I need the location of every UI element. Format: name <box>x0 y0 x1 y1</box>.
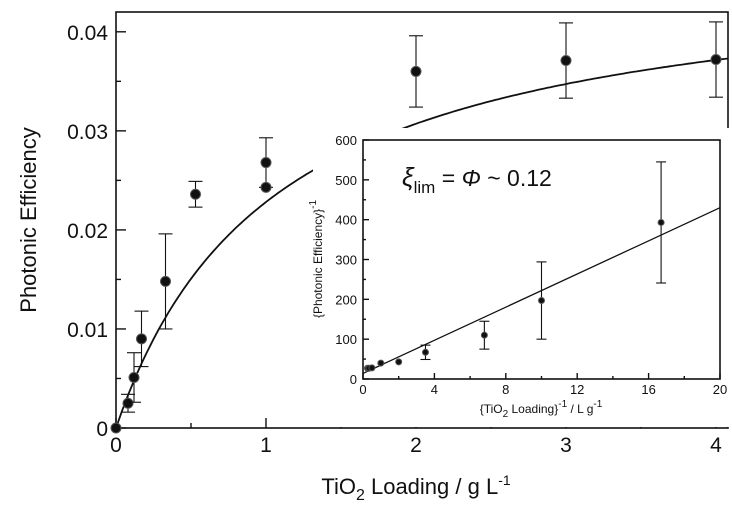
x-tick-label: 1 <box>260 434 272 457</box>
data-point <box>190 188 201 200</box>
inset-x-axis-label: {TiO2 Loading}-1 / L g-1 <box>480 399 603 420</box>
x-tick-label: 12 <box>570 382 584 397</box>
main-tick-labels: 0 1 2 3 400.010.020.030.04 <box>67 22 722 457</box>
x-tick-label: 0 <box>110 434 122 457</box>
main-x-axis-label: TiO2 Loading / g L-1 <box>321 472 511 504</box>
x-tick-label: 3 <box>560 434 572 457</box>
y-tick-label: 600 <box>335 133 357 148</box>
inset-ticks <box>362 139 721 380</box>
x-tick-label: 8 <box>502 382 509 397</box>
y-tick-label: 500 <box>335 173 357 188</box>
x-tick-label: 4 <box>710 434 722 457</box>
y-tick-label: 200 <box>335 292 357 307</box>
data-point <box>368 364 376 372</box>
x-tick-label: 4 <box>431 382 438 397</box>
data-point <box>136 333 147 345</box>
main-fit-curve <box>115 57 729 429</box>
y-tick-label: 0.04 <box>67 22 108 45</box>
data-point <box>480 331 488 339</box>
data-point <box>657 218 665 226</box>
data-point <box>128 371 140 383</box>
y-tick-label: 0 <box>96 418 108 441</box>
x-tick-label: 0 <box>359 382 366 397</box>
data-point <box>538 297 545 305</box>
data-point <box>377 359 385 367</box>
fit-path <box>115 57 729 429</box>
inset-y-axis-label: {Photonic Efficiency}-1 <box>308 200 325 319</box>
data-point <box>560 55 572 67</box>
y-tick-label: 0.03 <box>67 121 108 144</box>
data-point <box>410 65 422 77</box>
data-point <box>260 181 272 193</box>
y-tick-label: 300 <box>335 253 357 268</box>
data-point <box>110 422 122 434</box>
data-point <box>160 275 171 287</box>
y-tick-label: 0.02 <box>67 220 108 243</box>
y-tick-label: 0.01 <box>67 319 108 342</box>
data-point <box>710 54 722 66</box>
data-point <box>122 397 134 409</box>
y-tick-label: 0 <box>350 372 357 387</box>
data-point <box>260 157 272 169</box>
x-tick-label: 20 <box>713 382 727 397</box>
y-tick-label: 100 <box>335 332 357 347</box>
inset-background <box>313 128 729 427</box>
main-plot: 0 1 2 3 400.010.020.030.04 TiO2 Loading / g … <box>16 11 729 504</box>
x-tick-label: 16 <box>641 382 655 397</box>
x-tick-label: 2 <box>410 434 422 457</box>
inset-data-points <box>363 161 667 372</box>
y-tick-label: 400 <box>335 213 357 228</box>
main-data-points <box>110 21 723 434</box>
inset-annotation: ξlim = Φ ~ 0.12 <box>402 162 552 197</box>
data-point <box>395 358 403 366</box>
main-y-axis-label: Photonic Efficiency <box>16 127 41 312</box>
data-point <box>421 348 429 356</box>
